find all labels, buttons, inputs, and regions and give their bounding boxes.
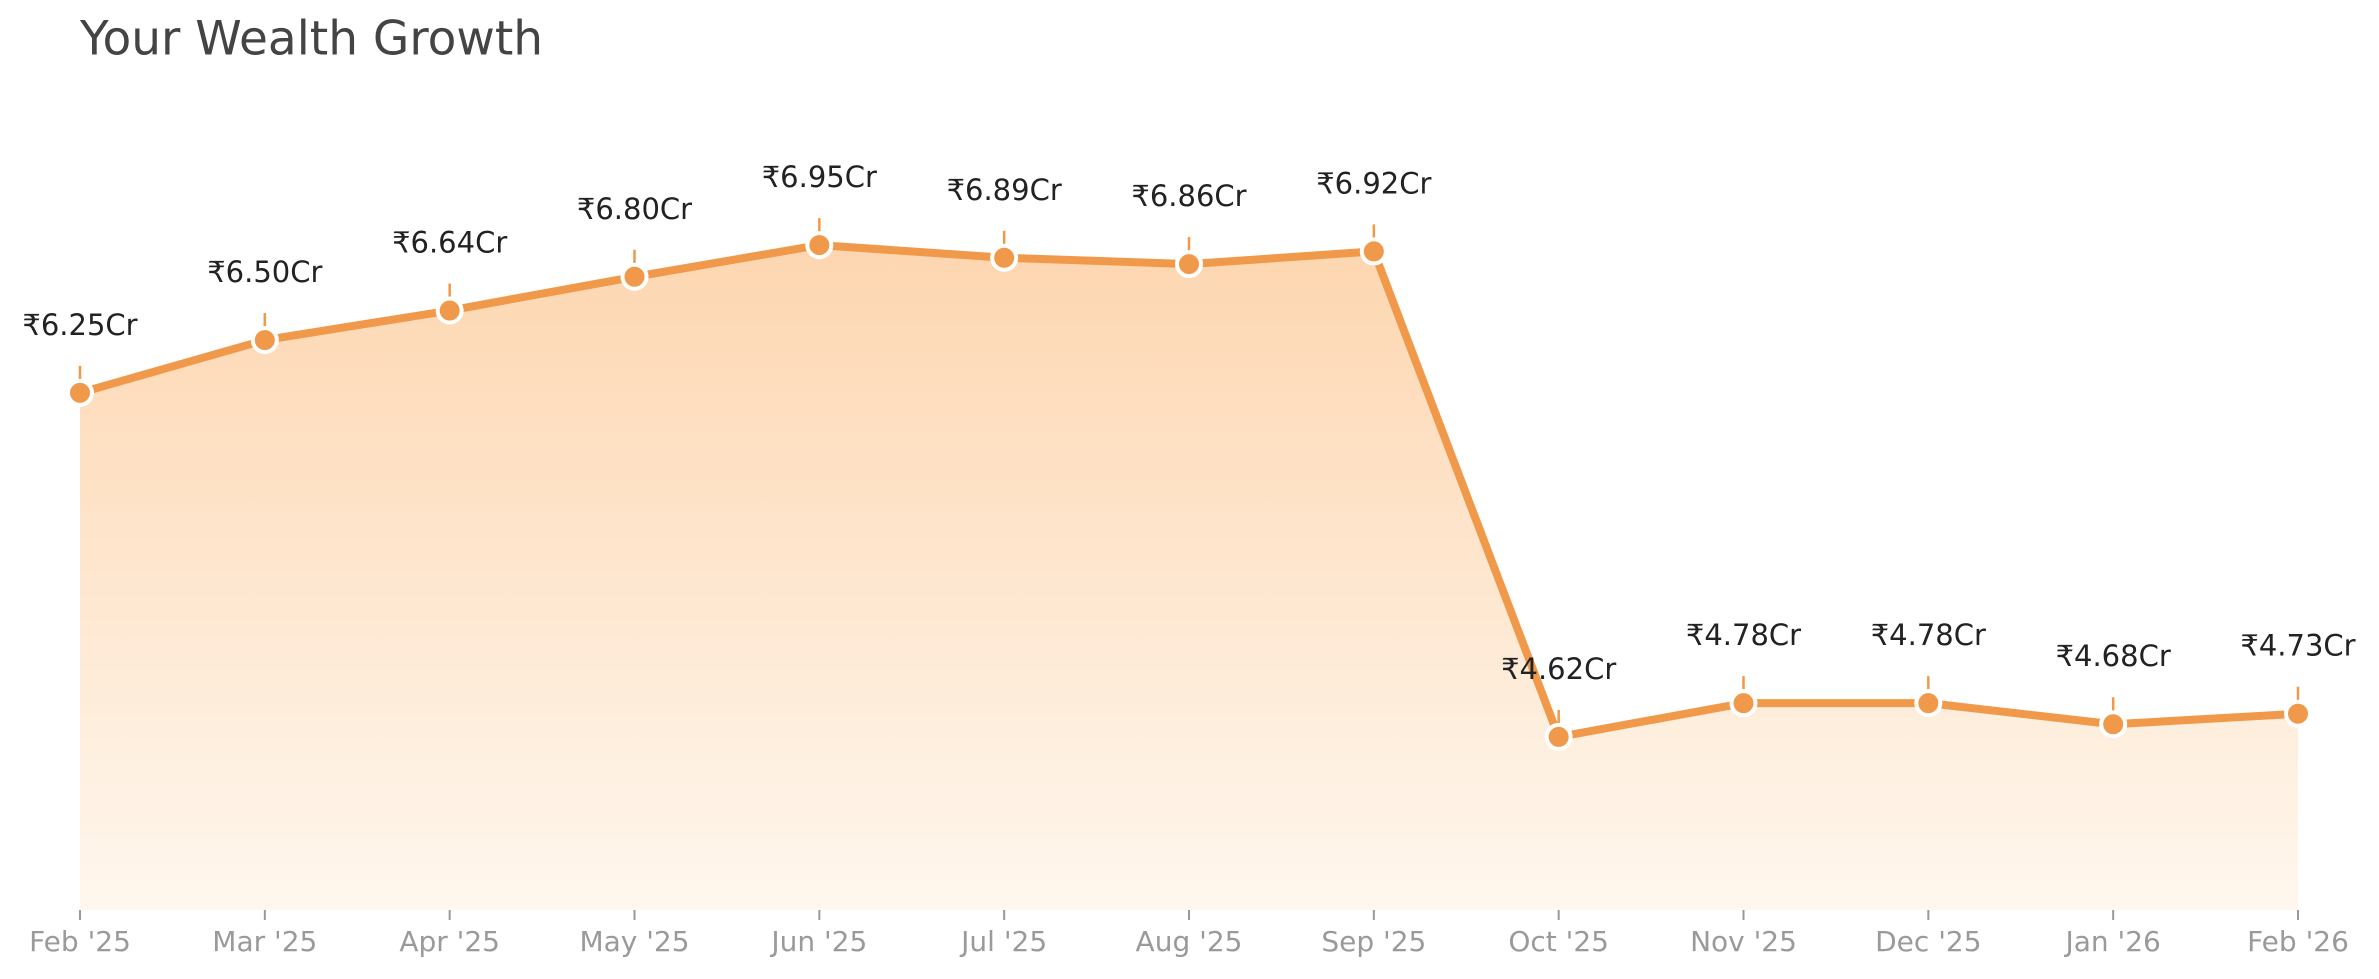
data-label: ₹4.78Cr [1686,618,1801,652]
point [2284,699,2312,728]
data-label: ₹4.78Cr [1871,618,1986,652]
x-tick-label: Dec '25 [1875,925,1981,958]
point [1359,237,1388,266]
x-tick-label: Feb '25 [29,925,131,958]
data-label: ₹6.95Cr [762,160,877,194]
x-tick-label: Sep '25 [1321,925,1426,958]
x-tick-label: Jul '25 [959,925,1047,958]
area [80,245,2298,910]
x-tick-label: Feb '26 [2247,925,2349,958]
point [990,243,1019,272]
data-label: ₹4.73Cr [2240,629,2355,663]
point [66,378,94,407]
data-label: ₹6.64Cr [392,226,507,260]
data-label: ₹6.86Cr [1131,179,1246,213]
x-tick-label: Aug '25 [1136,925,1243,958]
x-tick-label: Oct '25 [1508,925,1609,958]
data-label: ₹6.50Cr [207,255,322,289]
point [805,231,834,260]
x-tick-label: Nov '25 [1690,925,1797,958]
data-label: ₹6.80Cr [577,192,692,226]
point [1175,250,1203,279]
point [250,326,279,355]
chart-title: Your Wealth Growth [79,12,543,67]
point [2099,710,2128,739]
data-label: ₹6.89Cr [947,173,1062,207]
x-tick-label: Apr '25 [399,925,500,958]
point [435,296,464,325]
x-tick-label: Jun '25 [769,925,867,958]
data-label: ₹4.68Cr [2056,639,2171,673]
point [620,262,649,291]
x-tick-label: Mar '25 [212,925,317,958]
x-tick-label: Jan '26 [2063,925,2160,958]
data-label: ₹4.62Cr [1501,652,1616,686]
x-tick-label: May '25 [579,925,689,958]
point [1914,689,1943,718]
point [1544,722,1573,751]
data-label: ₹6.25Cr [22,308,137,342]
point [1729,689,1758,718]
data-label: ₹6.92Cr [1316,166,1431,200]
